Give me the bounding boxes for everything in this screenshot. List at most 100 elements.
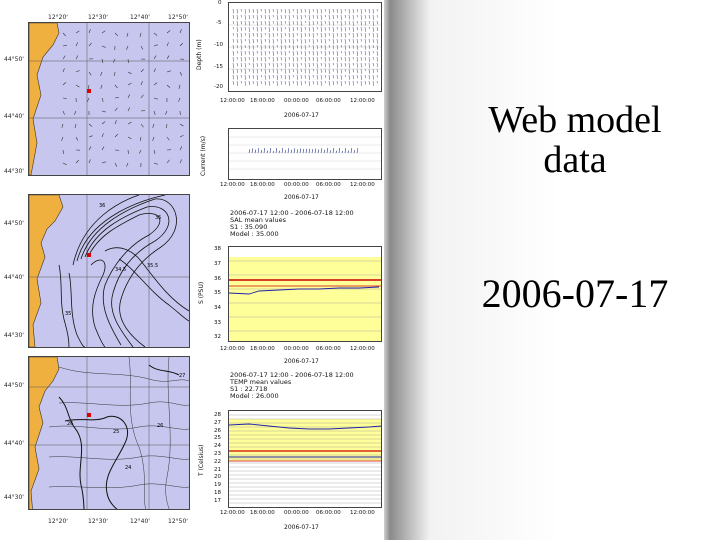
- vector-stroke: [244, 8, 246, 14]
- vector-stroke: [276, 56, 278, 62]
- vector-stroke: [308, 44, 310, 48]
- vector-stroke: [364, 20, 366, 26]
- vector-stroke: [62, 162, 67, 166]
- vector-stroke: [356, 148, 359, 154]
- vector-stroke: [292, 8, 294, 12]
- sal-ytick: 33: [214, 320, 221, 326]
- vector-stroke: [288, 32, 290, 38]
- vector-stroke: [260, 20, 262, 25]
- vector-stroke: [153, 44, 158, 47]
- vector-stroke: [75, 55, 79, 60]
- vector-stroke: [360, 56, 362, 61]
- vector-stroke: [344, 74, 346, 78]
- vector-stroke: [341, 150, 344, 154]
- vector-stroke: [284, 62, 286, 68]
- vector-stroke: [296, 38, 298, 42]
- vector-stroke: [311, 149, 314, 154]
- vector-stroke: [332, 38, 334, 44]
- depth-ylabel: Depth (m): [196, 39, 203, 70]
- vector-stroke: [236, 80, 238, 86]
- vector-stroke: [320, 148, 323, 154]
- vector-stroke: [372, 32, 374, 38]
- vector-stroke: [244, 26, 246, 31]
- time-tick: 18:00:00: [250, 346, 275, 352]
- time-tick: 00:00:00: [284, 98, 309, 104]
- vector-stroke: [284, 80, 286, 85]
- vector-stroke: [166, 136, 170, 141]
- vector-stroke: [284, 20, 286, 24]
- vector-stroke: [372, 20, 374, 27]
- lon-tick: 12°30': [88, 14, 108, 21]
- svg-text:35: 35: [155, 215, 161, 221]
- vector-stroke: [166, 123, 168, 128]
- vector-stroke: [232, 80, 234, 85]
- vector-stroke: [236, 68, 238, 74]
- vector-stroke: [360, 26, 362, 32]
- vector-stroke: [62, 44, 67, 47]
- vector-stroke: [292, 26, 294, 32]
- time-tick: 12:00:00: [220, 98, 245, 104]
- vector-stroke: [280, 14, 282, 19]
- vector-stroke: [304, 68, 306, 74]
- temp-ytick: 17: [214, 497, 221, 504]
- current-ylabel: Current (m/s): [200, 135, 207, 176]
- vector-stroke: [356, 56, 358, 62]
- vector-stroke: [348, 14, 350, 20]
- vector-stroke: [240, 74, 242, 78]
- vector-stroke: [320, 68, 322, 73]
- vector-stroke: [344, 68, 346, 72]
- vector-stroke: [240, 20, 242, 25]
- vector-stroke: [252, 62, 254, 68]
- vector-stroke: [296, 149, 299, 154]
- vector-stroke: [256, 56, 258, 61]
- vector-stroke: [368, 56, 370, 62]
- vector-stroke: [248, 80, 250, 86]
- vector-stroke: [240, 56, 242, 62]
- vector-stroke: [312, 20, 314, 26]
- sal-ylabel: S (PSU): [198, 281, 205, 304]
- panel-date: 2006-07-17: [284, 194, 319, 201]
- vector-stroke: [292, 44, 294, 51]
- vector-stroke: [314, 148, 317, 154]
- vector-stroke: [248, 149, 251, 154]
- vector-stroke: [101, 45, 106, 48]
- vector-stroke: [268, 26, 270, 33]
- vector-stroke: [300, 14, 302, 20]
- coastline-land: [29, 357, 60, 509]
- vector-stroke: [232, 8, 234, 14]
- temp-header: 2006-07-17 12:00 - 2006-07-18 12:00 TEMP…: [230, 372, 354, 400]
- vector-stroke: [114, 71, 116, 77]
- vector-stroke: [360, 38, 362, 42]
- vector-stroke: [316, 32, 318, 36]
- vector-stroke: [332, 50, 334, 55]
- vector-stroke: [316, 56, 318, 62]
- svg-text:35.5: 35.5: [147, 263, 158, 269]
- vector-stroke: [368, 26, 370, 30]
- vector-stroke: [140, 94, 144, 99]
- lon-tick: 12°20': [48, 14, 68, 21]
- vector-stroke: [153, 32, 158, 36]
- sal-ytick: 32: [214, 334, 221, 340]
- vector-stroke: [166, 159, 170, 164]
- time-tick: 06:00:00: [316, 182, 341, 188]
- vector-stroke: [252, 68, 254, 74]
- vector-stroke: [300, 80, 302, 86]
- vector-stroke: [300, 26, 302, 33]
- vector-stroke: [88, 159, 91, 164]
- vector-stroke: [324, 62, 326, 68]
- temp-ylabel: T (Celsius): [198, 444, 205, 476]
- vector-stroke: [344, 44, 346, 50]
- vector-stroke: [248, 44, 250, 50]
- vector-stroke: [352, 38, 354, 44]
- vector-stroke: [348, 38, 350, 42]
- vector-stroke: [364, 68, 366, 72]
- vector-stroke: [356, 80, 358, 84]
- vector-stroke: [368, 20, 370, 24]
- vector-stroke: [236, 62, 238, 67]
- vector-stroke: [264, 14, 266, 20]
- vector-stroke: [316, 68, 318, 74]
- vector-stroke: [356, 68, 358, 74]
- vector-stroke: [308, 20, 310, 26]
- vector-stroke: [252, 14, 254, 19]
- vector-stroke: [75, 42, 78, 47]
